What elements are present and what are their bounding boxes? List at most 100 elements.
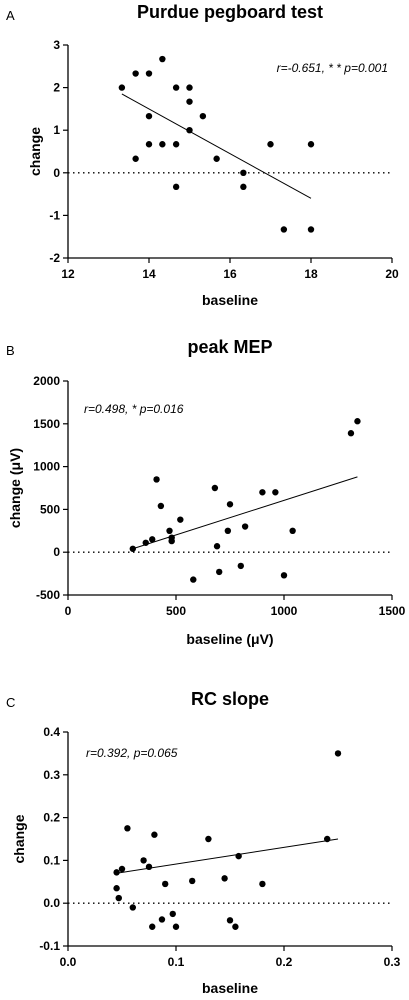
- data-point: [172, 183, 180, 191]
- data-point: [149, 536, 156, 543]
- x-axis-label: baseline (μV): [186, 631, 273, 647]
- panel-letter: C: [6, 695, 15, 710]
- data-point: [213, 543, 221, 550]
- data-point: [129, 904, 136, 911]
- data-point: [221, 875, 228, 882]
- x-tick-label: 20: [385, 267, 399, 281]
- data-point: [307, 141, 315, 148]
- data-point: [118, 865, 126, 873]
- data-point: [132, 155, 139, 162]
- y-tick-label: 1000: [33, 460, 60, 474]
- data-point: [172, 141, 180, 148]
- data-point: [307, 226, 315, 233]
- data-point: [145, 70, 153, 77]
- data-point: [159, 55, 166, 63]
- y-tick-label: 0.2: [43, 811, 60, 825]
- data-point: [149, 923, 156, 930]
- data-point: [186, 84, 193, 91]
- data-point: [186, 98, 193, 105]
- x-tick-label: 1500: [379, 604, 406, 618]
- data-point: [145, 112, 153, 120]
- data-point: [113, 869, 120, 876]
- y-tick-label: 500: [40, 502, 60, 516]
- x-tick-label: 500: [166, 604, 186, 618]
- regression-line: [116, 838, 339, 874]
- y-tick-label: 0: [53, 545, 60, 559]
- x-tick-label: 16: [223, 267, 237, 281]
- y-tick-label: 2: [53, 81, 60, 95]
- data-point: [324, 835, 331, 843]
- data-point: [140, 857, 147, 864]
- x-tick-label: 0: [65, 604, 72, 618]
- y-tick-label: 0.0: [43, 896, 60, 910]
- data-point: [129, 545, 136, 552]
- y-tick-label: -1: [49, 208, 60, 222]
- panel-letter: A: [6, 8, 15, 23]
- data-point: [169, 910, 176, 918]
- data-point: [240, 169, 247, 176]
- y-axis-label: change: [11, 814, 27, 863]
- data-point: [115, 894, 122, 902]
- y-axis-label: change (μV): [7, 448, 23, 528]
- data-point: [289, 527, 296, 534]
- data-point: [280, 572, 288, 579]
- data-point: [113, 885, 120, 892]
- data-point: [259, 880, 266, 888]
- chart-panel-c: C RC slope-0.10.00.10.20.30.40.0 0.1 0.2 0.3…: [6, 689, 401, 996]
- regression-line: [121, 93, 312, 199]
- y-tick-label: 0.4: [43, 725, 60, 739]
- data-point: [237, 562, 244, 570]
- data-point: [159, 141, 166, 148]
- data-point: [226, 917, 234, 924]
- data-point: [211, 484, 219, 492]
- data-point: [334, 750, 342, 757]
- y-tick-label: 1: [53, 123, 60, 137]
- data-point: [205, 835, 212, 843]
- data-point: [132, 70, 139, 77]
- correlation-annotation: r=-0.651, * * p=0.001: [277, 61, 388, 75]
- data-point: [172, 923, 180, 930]
- y-tick-label: 0.1: [43, 853, 60, 867]
- y-tick-label: -500: [36, 588, 60, 602]
- data-point: [272, 489, 279, 496]
- data-point: [199, 112, 207, 120]
- data-point: [232, 923, 239, 930]
- data-point: [259, 489, 266, 496]
- data-point: [162, 880, 169, 888]
- data-point: [118, 84, 126, 91]
- x-tick-label: 0.1: [168, 955, 185, 969]
- x-tick-label: 12: [61, 267, 75, 281]
- chart-title: RC slope: [191, 689, 269, 709]
- chart-title: peak MEP: [187, 337, 272, 357]
- data-point: [190, 576, 197, 583]
- data-point: [213, 155, 220, 162]
- y-axis-label: change: [27, 127, 43, 176]
- data-point: [142, 539, 149, 546]
- regression-line: [132, 476, 358, 550]
- panel-letter: B: [6, 343, 15, 358]
- x-axis-label: baseline: [202, 292, 258, 308]
- data-point: [241, 523, 249, 530]
- x-tick-label: 0.0: [60, 955, 77, 969]
- data-point: [224, 527, 232, 534]
- data-point: [354, 418, 361, 425]
- correlation-annotation: r=0.392, p=0.065: [86, 746, 178, 760]
- y-tick-label: 0: [53, 166, 60, 180]
- data-point: [280, 226, 288, 233]
- data-point: [158, 916, 166, 923]
- data-point: [124, 825, 131, 832]
- data-point: [216, 568, 223, 576]
- data-point: [145, 141, 153, 148]
- data-point: [189, 877, 196, 885]
- y-tick-label: 3: [53, 38, 60, 52]
- data-point: [226, 501, 234, 508]
- data-point: [168, 537, 175, 545]
- data-point: [145, 863, 153, 871]
- x-tick-label: 14: [142, 267, 156, 281]
- data-point: [240, 183, 247, 191]
- data-point: [151, 831, 158, 838]
- data-point: [186, 127, 193, 134]
- data-point: [172, 84, 180, 91]
